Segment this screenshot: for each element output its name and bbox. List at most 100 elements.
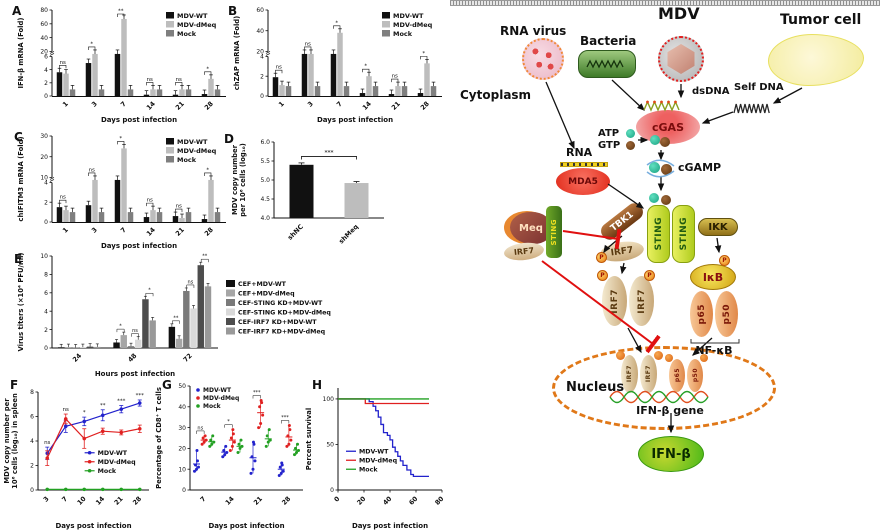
panel-letter-e: E bbox=[14, 252, 23, 266]
svg-text:*: * bbox=[335, 20, 338, 26]
svg-text:Mock: Mock bbox=[98, 468, 117, 475]
phospho-dot-icon bbox=[665, 354, 673, 362]
svg-text:CEF-STING KD+MDV-WT: CEF-STING KD+MDV-WT bbox=[238, 300, 323, 307]
ikk-kinase: IKK bbox=[698, 218, 738, 236]
gtp-label: GTP bbox=[598, 140, 621, 151]
svg-text:8: 8 bbox=[30, 389, 34, 396]
svg-text:shMeq: shMeq bbox=[337, 223, 360, 246]
svg-text:ns: ns bbox=[197, 425, 203, 431]
svg-text:0: 0 bbox=[330, 487, 334, 494]
cgamp-on-sting-brown-icon bbox=[661, 195, 671, 205]
svg-text:7: 7 bbox=[119, 100, 128, 109]
panel-b-chart: 0 2 420 40 60 ns 1 ns 3 * 7 * 14 ns 21 * 28 MDV-WTMDV-dMe… bbox=[233, 7, 442, 124]
panel-letter-b: B bbox=[228, 4, 238, 18]
svg-text:ns: ns bbox=[147, 198, 153, 204]
svg-text:2: 2 bbox=[44, 199, 48, 206]
svg-text:Percent survival: Percent survival bbox=[305, 408, 313, 470]
svg-text:***: *** bbox=[325, 149, 334, 156]
arrow-irf7-to-dimer bbox=[620, 262, 627, 275]
tumor-cell-icon bbox=[768, 34, 864, 86]
svg-text:*: * bbox=[90, 41, 93, 47]
svg-text:MDV-dMeq: MDV-dMeq bbox=[359, 457, 397, 464]
svg-text:MDV-WT: MDV-WT bbox=[177, 12, 208, 20]
svg-text:Mock: Mock bbox=[359, 466, 378, 473]
svg-text:0: 0 bbox=[182, 487, 186, 494]
svg-text:4.0: 4.0 bbox=[260, 215, 270, 222]
svg-text:40: 40 bbox=[40, 35, 48, 42]
svg-text:ns: ns bbox=[147, 77, 153, 83]
svg-text:**: ** bbox=[100, 403, 106, 409]
svg-text:50: 50 bbox=[178, 383, 186, 390]
svg-text:3: 3 bbox=[90, 100, 99, 109]
panel-c-chart: 0 2 410 20 30 ns 1 ns 3 * 7 ns 14 ns 21 * 28 MDV-WTMDV-dM… bbox=[17, 133, 226, 250]
dsdna-dot-icon bbox=[646, 100, 649, 104]
svg-text:**: ** bbox=[173, 315, 179, 321]
svg-text:8: 8 bbox=[44, 272, 48, 279]
svg-text:0: 0 bbox=[44, 93, 48, 100]
meq-bound-sting: STING bbox=[546, 206, 562, 258]
svg-text:28: 28 bbox=[131, 494, 143, 506]
bacteria-icon bbox=[578, 50, 636, 78]
svg-text:*: * bbox=[206, 167, 209, 173]
svg-text:per 10⁶ cells (log₁₀): per 10⁶ cells (log₁₀) bbox=[239, 143, 247, 217]
svg-text:***: *** bbox=[253, 390, 261, 396]
svg-text:30: 30 bbox=[40, 133, 48, 140]
bacteria-dna-icon bbox=[586, 59, 624, 69]
phospho-dot-icon bbox=[654, 351, 663, 360]
dsdna-dot-icon bbox=[653, 100, 656, 104]
svg-text:2: 2 bbox=[30, 463, 34, 470]
arrow-rnavirus-to-mda5 bbox=[545, 81, 575, 150]
svg-text:Days post infection: Days post infection bbox=[208, 522, 284, 530]
svg-text:MDV copy number: MDV copy number bbox=[231, 144, 239, 215]
svg-text:MDV copy number per: MDV copy number per bbox=[3, 398, 11, 484]
svg-text:6: 6 bbox=[44, 290, 48, 297]
panel-h-chart: 0 50 100 0 20 40 60 80 MDV-WT MDV-dMeq Mock Percent… bbox=[305, 388, 446, 530]
svg-text:80: 80 bbox=[40, 7, 48, 14]
atp-dot-icon bbox=[626, 129, 635, 138]
rna-virus-icon bbox=[522, 38, 564, 80]
cell-membrane bbox=[450, 0, 880, 6]
svg-text:ns: ns bbox=[132, 328, 138, 334]
tumor-cell-label: Tumor cell bbox=[780, 12, 862, 28]
svg-text:21: 21 bbox=[252, 494, 264, 506]
svg-text:10: 10 bbox=[40, 253, 48, 260]
svg-text:*: * bbox=[119, 324, 122, 330]
svg-text:ns: ns bbox=[60, 60, 66, 66]
svg-text:60: 60 bbox=[407, 494, 419, 506]
svg-text:ns: ns bbox=[305, 41, 311, 47]
svg-text:MDV-WT: MDV-WT bbox=[359, 448, 389, 455]
mdv-virion-icon bbox=[658, 36, 704, 82]
svg-text:10: 10 bbox=[178, 466, 186, 473]
meq-bound-irf7: IRF7 bbox=[503, 240, 545, 263]
bacteria-label: Bacteria bbox=[580, 34, 637, 48]
self-dna-label: Self DNA bbox=[734, 82, 784, 93]
svg-text:*: * bbox=[364, 64, 367, 70]
cgamp-brown-icon bbox=[661, 164, 672, 175]
svg-text:3: 3 bbox=[42, 495, 51, 504]
svg-text:CEF-IRF7 KD+MDV-WT: CEF-IRF7 KD+MDV-WT bbox=[238, 319, 317, 326]
cgamp-teal-icon bbox=[649, 162, 660, 173]
svg-text:Days post infection: Days post infection bbox=[101, 242, 177, 250]
svg-text:14: 14 bbox=[361, 99, 373, 111]
svg-text:***: *** bbox=[136, 393, 145, 399]
svg-text:MDV-WT: MDV-WT bbox=[177, 138, 208, 146]
gtp-dot-icon bbox=[626, 141, 635, 150]
svg-text:***: *** bbox=[281, 415, 289, 421]
svg-text:chZAP mRNA (Fold): chZAP mRNA (Fold) bbox=[233, 16, 241, 90]
svg-text:MDV-dMeq: MDV-dMeq bbox=[177, 147, 217, 155]
svg-text:5.0: 5.0 bbox=[260, 177, 270, 184]
svg-text:28: 28 bbox=[203, 99, 215, 111]
phospho-p-icon: P bbox=[596, 252, 607, 263]
svg-text:6: 6 bbox=[30, 414, 34, 421]
arrow-bacteria-to-cgas bbox=[611, 79, 645, 111]
dsdna-dot-icon bbox=[674, 100, 677, 104]
svg-text:7: 7 bbox=[335, 100, 344, 109]
panel-e-chart: 024681024*ns*48**ns**72CEF+MDV-WTCEF+MDV… bbox=[17, 252, 331, 378]
svg-text:4: 4 bbox=[44, 180, 48, 187]
svg-text:4: 4 bbox=[260, 54, 264, 61]
svg-text:1: 1 bbox=[61, 225, 70, 234]
svg-text:2: 2 bbox=[260, 73, 264, 80]
cgamp-on-sting-teal-icon bbox=[649, 193, 659, 203]
